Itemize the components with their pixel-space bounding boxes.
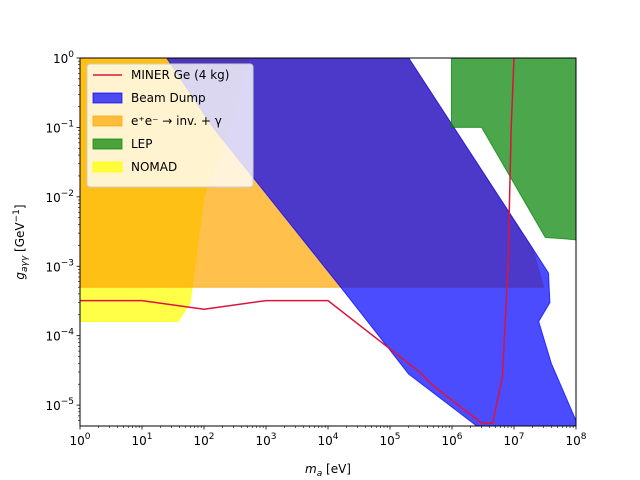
line-layer [80, 58, 515, 424]
legend: MINER Ge (4 kg) Beam Dump e⁺e⁻ → inv. + γ L… [86, 63, 254, 188]
y-tick-label: 10−5 [45, 397, 74, 413]
x-tick-label: 102 [193, 432, 214, 448]
legend-label-lep: LEP [131, 137, 153, 151]
x-tick-label: 104 [317, 432, 338, 448]
y-axis-label: gaγγ [GeV−1] [12, 204, 30, 279]
x-tick-label: 108 [565, 432, 586, 448]
legend-label-nomad: NOMAD [131, 160, 177, 174]
x-tick-label: 107 [503, 432, 524, 448]
y-tick-label: 10−4 [45, 328, 74, 344]
legend-swatch-lep [92, 138, 123, 150]
y-tick-label: 10−1 [45, 119, 74, 135]
line-miner-ge-4-kg [80, 58, 515, 424]
y-tick-label: 10−3 [45, 258, 74, 274]
legend-box [86, 63, 254, 188]
legend-swatch-e-e-inv [92, 115, 123, 127]
x-tick-label: 101 [131, 432, 152, 448]
y-axis: 10−5 10−4 10−3 10−2 10−1 100 [45, 50, 80, 421]
legend-label-miner-ge-4-kg: MINER Ge (4 kg) [131, 68, 229, 82]
legend-label-e-e-inv: e⁺e⁻ → inv. + γ [131, 114, 222, 128]
legend-label-beam-dump: Beam Dump [131, 91, 206, 105]
legend-swatch-beam-dump [92, 92, 123, 104]
x-axis-label: ma [eV] [305, 462, 351, 479]
x-axis: 100 101 102 103 104 105 106 107 108 [69, 426, 587, 448]
x-tick-label: 100 [69, 432, 90, 448]
legend-swatch-nomad [92, 161, 123, 173]
y-tick-label: 100 [53, 50, 74, 66]
y-tick-label: 10−2 [45, 189, 74, 205]
x-tick-label: 103 [255, 432, 276, 448]
x-tick-label: 106 [441, 432, 462, 448]
region-lep [451, 58, 576, 241]
x-tick-label: 105 [379, 432, 400, 448]
